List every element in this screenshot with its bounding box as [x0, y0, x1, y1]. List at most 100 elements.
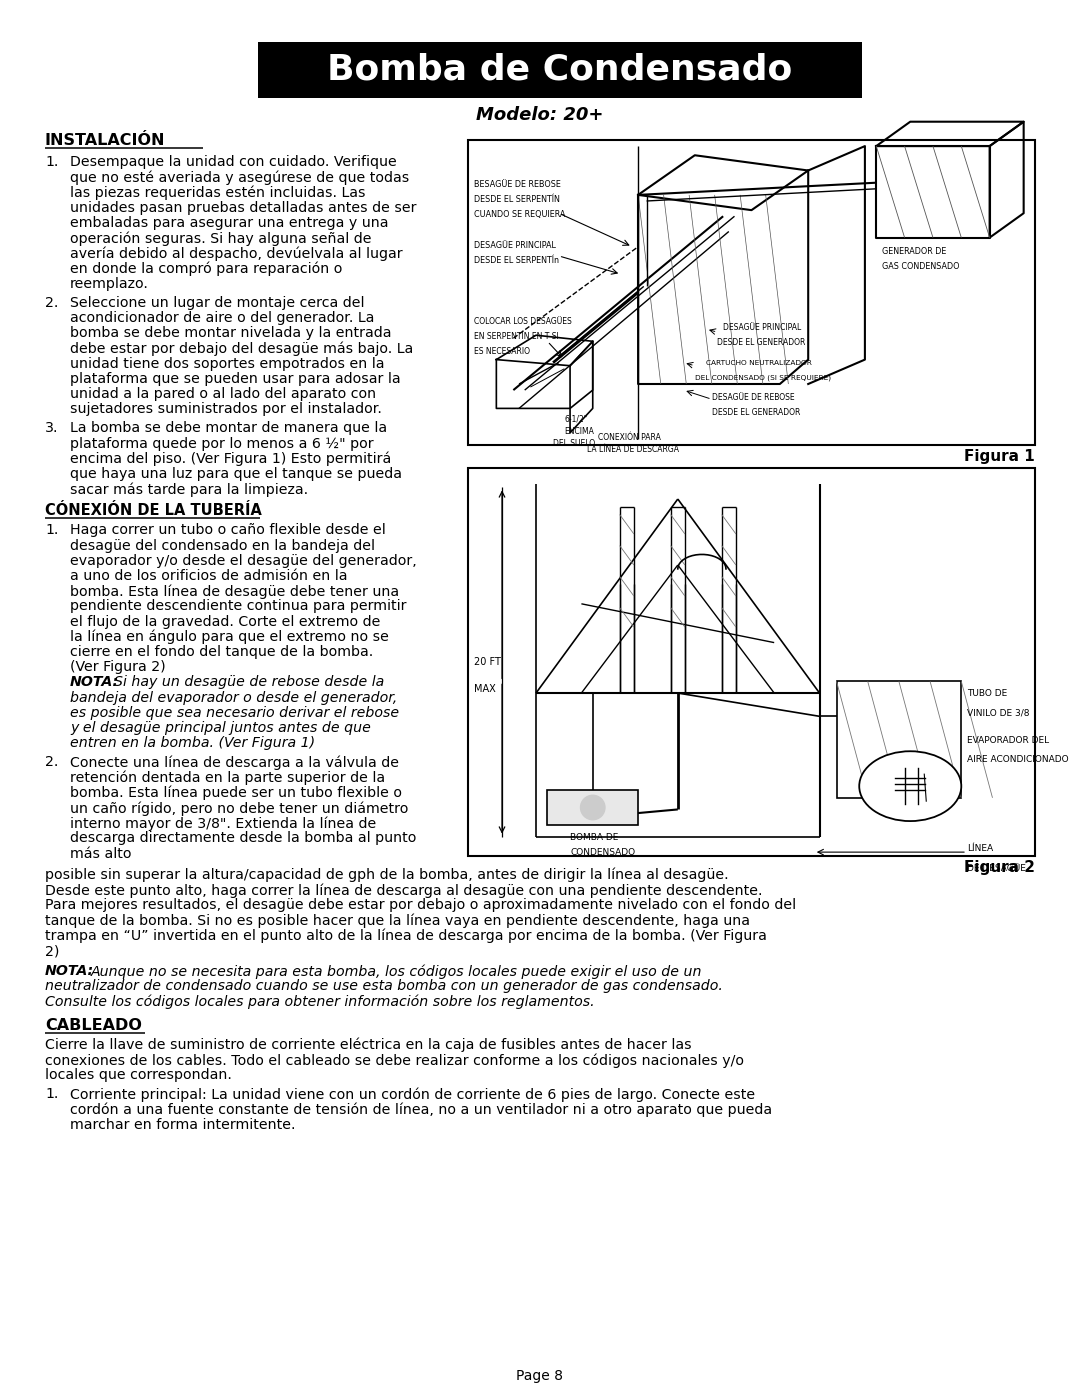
Text: NOTA:: NOTA: [45, 964, 94, 978]
Text: unidad a la pared o al lado del aparato con: unidad a la pared o al lado del aparato … [70, 387, 376, 401]
Text: DESAGÜE PRINCIPAL: DESAGÜE PRINCIPAL [724, 323, 801, 332]
Text: LÍNEA: LÍNEA [967, 844, 994, 854]
Text: Conecte una línea de descarga a la válvula de: Conecte una línea de descarga a la válvu… [70, 756, 399, 770]
Text: que no esté averiada y asegúrese de que todas: que no esté averiada y asegúrese de que … [70, 170, 409, 184]
Text: INSTALACIÓN: INSTALACIÓN [45, 133, 165, 148]
Text: 20 FT: 20 FT [474, 657, 500, 666]
Text: Desde este punto alto, haga correr la línea de descarga al desagüe con una pendi: Desde este punto alto, haga correr la lí… [45, 883, 762, 898]
Text: unidad tiene dos soportes empotrados en la: unidad tiene dos soportes empotrados en … [70, 356, 384, 370]
Text: MAX: MAX [474, 685, 496, 694]
Text: TUBO DE: TUBO DE [967, 689, 1008, 698]
Text: locales que correspondan.: locales que correspondan. [45, 1069, 232, 1083]
Text: bomba se debe montar nivelada y la entrada: bomba se debe montar nivelada y la entra… [70, 327, 391, 341]
Text: DESDE EL SERPENTÍN: DESDE EL SERPENTÍN [474, 196, 559, 204]
Text: conexiones de los cables. Todo el cableado se debe realizar conforme a los códig: conexiones de los cables. Todo el cablea… [45, 1053, 744, 1067]
Text: Figura 2: Figura 2 [964, 861, 1035, 875]
Text: DESAGÜE DE REBOSE: DESAGÜE DE REBOSE [712, 393, 795, 402]
Text: las piezas requeridas estén incluidas. Las: las piezas requeridas estén incluidas. L… [70, 186, 365, 200]
Text: CARTUCHO NEUTRALIZADOR: CARTUCHO NEUTRALIZADOR [706, 359, 812, 366]
Text: Si hay un desagüe de rebose desde la: Si hay un desagüe de rebose desde la [114, 675, 384, 689]
Text: Desempaque la unidad con cuidado. Verifique: Desempaque la unidad con cuidado. Verifi… [70, 155, 396, 169]
Text: evaporador y/o desde el desagüe del generador,: evaporador y/o desde el desagüe del gene… [70, 553, 417, 567]
Text: CONDENSADO: CONDENSADO [570, 848, 635, 858]
Text: 2.: 2. [45, 756, 58, 770]
Text: Aunque no se necesita para esta bomba, los códigos locales puede exigir el uso d: Aunque no se necesita para esta bomba, l… [91, 964, 702, 979]
Text: bomba. Esta línea puede ser un tubo flexible o: bomba. Esta línea puede ser un tubo flex… [70, 785, 402, 800]
Text: avería debido al despacho, devúelvala al lugar: avería debido al despacho, devúelvala al… [70, 246, 403, 261]
Text: 6-1/2": 6-1/2" [565, 415, 588, 423]
Text: bomba. Esta línea de desagüe debe tener una: bomba. Esta línea de desagüe debe tener … [70, 584, 400, 599]
Text: Figura 1: Figura 1 [964, 448, 1035, 464]
Text: plataforma que se pueden usar para adosar la: plataforma que se pueden usar para adosa… [70, 372, 401, 386]
Text: Corriente principal: La unidad viene con un cordón de corriente de 6 pies de lar: Corriente principal: La unidad viene con… [70, 1087, 755, 1102]
Text: operación seguras. Si hay alguna señal de: operación seguras. Si hay alguna señal d… [70, 231, 372, 246]
Text: y el desagüe principal juntos antes de que: y el desagüe principal juntos antes de q… [70, 721, 370, 735]
Text: marchar en forma intermitente.: marchar en forma intermitente. [70, 1118, 296, 1132]
Text: bandeja del evaporador o desde el generador,: bandeja del evaporador o desde el genera… [70, 690, 397, 704]
Text: AIRE ACONDICIONADO: AIRE ACONDICIONADO [967, 756, 1068, 764]
Text: pendiente descendiente continua para permitir: pendiente descendiente continua para per… [70, 599, 406, 613]
Text: DESAGÜE PRINCIPAL: DESAGÜE PRINCIPAL [474, 240, 555, 250]
Circle shape [581, 795, 605, 820]
Text: Cierre la llave de suministro de corriente eléctrica en la caja de fusibles ante: Cierre la llave de suministro de corrien… [45, 1038, 691, 1052]
Text: Modelo: 20+: Modelo: 20+ [476, 106, 604, 124]
Text: trampa en “U” invertida en el punto alto de la línea de descarga por encima de l: trampa en “U” invertida en el punto alto… [45, 929, 767, 943]
Text: DEL SUELO: DEL SUELO [553, 439, 595, 448]
Text: Para mejores resultados, el desagüe debe estar por debajo o aproximadamente nive: Para mejores resultados, el desagüe debe… [45, 898, 796, 912]
Text: que haya una luz para que el tanque se pueda: que haya una luz para que el tanque se p… [70, 467, 402, 481]
Text: más alto: más alto [70, 847, 132, 861]
Text: Bomba de Condensado: Bomba de Condensado [327, 53, 793, 87]
Text: BOMBA DE: BOMBA DE [570, 833, 619, 842]
Text: entren en la bomba. (Ver Figura 1): entren en la bomba. (Ver Figura 1) [70, 736, 315, 750]
Text: DE DESAGÜE: DE DESAGÜE [967, 863, 1026, 873]
Text: ES NECESARIO: ES NECESARIO [474, 348, 529, 356]
Text: EN SERPENTÍN EN T SI: EN SERPENTÍN EN T SI [474, 332, 558, 341]
Text: Haga correr un tubo o caño flexible desde el: Haga correr un tubo o caño flexible desd… [70, 524, 386, 538]
Text: La bomba se debe montar de manera que la: La bomba se debe montar de manera que la [70, 422, 387, 436]
Text: Page 8: Page 8 [516, 1369, 564, 1383]
Text: neutralizador de condensado cuando se use esta bomba con un generador de gas con: neutralizador de condensado cuando se us… [45, 979, 723, 993]
Text: un caño rígido, pero no debe tener un diámetro: un caño rígido, pero no debe tener un di… [70, 800, 408, 816]
Text: GAS CONDENSADO: GAS CONDENSADO [882, 263, 959, 271]
Text: embaladas para asegurar una entrega y una: embaladas para asegurar una entrega y un… [70, 215, 389, 229]
Text: la línea en ángulo para que el extremo no se: la línea en ángulo para que el extremo n… [70, 630, 389, 644]
Text: unidades pasan pruebas detalladas antes de ser: unidades pasan pruebas detalladas antes … [70, 201, 417, 215]
Text: Seleccione un lugar de montaje cerca del: Seleccione un lugar de montaje cerca del [70, 296, 365, 310]
Text: Consulte los códigos locales para obtener información sobre los reglamentos.: Consulte los códigos locales para obtene… [45, 995, 595, 1009]
Bar [468, 468, 1035, 856]
Text: 1.: 1. [45, 1087, 58, 1101]
Text: reemplazo.: reemplazo. [70, 277, 149, 291]
Text: cordón a una fuente constante de tensión de línea, no a un ventilador ni a otro : cordón a una fuente constante de tensión… [70, 1102, 772, 1118]
Text: EVAPORADOR DEL: EVAPORADOR DEL [967, 736, 1049, 745]
Text: el flujo de la gravedad. Corte el extremo de: el flujo de la gravedad. Corte el extrem… [70, 615, 380, 629]
Text: acondicionador de aire o del generador. La: acondicionador de aire o del generador. … [70, 312, 375, 326]
Text: 2): 2) [45, 944, 59, 958]
Bar [548, 791, 638, 826]
Text: COLOCAR LOS DESAGÜES: COLOCAR LOS DESAGÜES [474, 317, 571, 326]
Ellipse shape [860, 752, 961, 821]
Text: 1.: 1. [45, 155, 58, 169]
Text: CABLEADO: CABLEADO [45, 1018, 141, 1032]
Text: retención dentada en la parte superior de la: retención dentada en la parte superior d… [70, 771, 386, 785]
Text: debe estar por debajo del desagüe más bajo. La: debe estar por debajo del desagüe más ba… [70, 341, 414, 356]
Text: plataforma quede por lo menos a 6 ½" por: plataforma quede por lo menos a 6 ½" por [70, 437, 374, 451]
Text: ENCIMA: ENCIMA [565, 426, 594, 436]
Text: cierre en el fondo del tanque de la bomba.: cierre en el fondo del tanque de la bomb… [70, 645, 374, 659]
Text: DEL CONDENSADO (SI SE REQUIERE): DEL CONDENSADO (SI SE REQUIERE) [694, 374, 831, 381]
Text: 1.: 1. [45, 524, 58, 538]
Bar [837, 682, 961, 798]
Text: descarga directamente desde la bomba al punto: descarga directamente desde la bomba al … [70, 831, 417, 845]
Text: DESDE EL GENERADOR: DESDE EL GENERADOR [717, 338, 806, 348]
Text: sujetadores suministrados por el instalador.: sujetadores suministrados por el instala… [70, 402, 382, 416]
Text: sacar más tarde para la limpieza.: sacar más tarde para la limpieza. [70, 482, 308, 497]
Text: posible sin superar la altura/capacidad de gph de la bomba, antes de dirigir la : posible sin superar la altura/capacidad … [45, 868, 729, 883]
Text: CUANDO SE REQUIERA: CUANDO SE REQUIERA [474, 210, 565, 219]
Text: 2.: 2. [45, 296, 58, 310]
Text: GENERADOR DE: GENERADOR DE [882, 247, 946, 256]
Text: en donde la compró para reparación o: en donde la compró para reparación o [70, 261, 342, 275]
Bar [468, 140, 1035, 446]
Text: LA LÍNEA DE DESCARGA: LA LÍNEA DE DESCARGA [588, 446, 679, 454]
Text: NOTA:: NOTA: [70, 675, 119, 689]
Bar [258, 42, 862, 98]
Text: tanque de la bomba. Si no es posible hacer que la línea vaya en pendiente descen: tanque de la bomba. Si no es posible hac… [45, 914, 750, 928]
